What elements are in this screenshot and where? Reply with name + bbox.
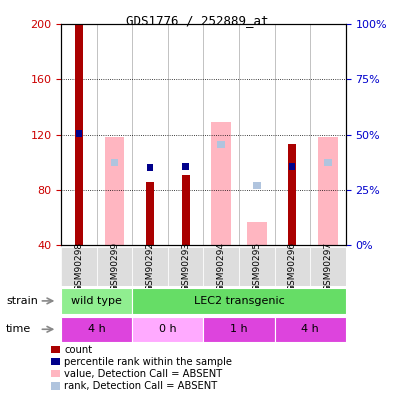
- Text: GSM90292: GSM90292: [146, 242, 154, 291]
- Bar: [318, 137, 338, 245]
- Bar: [288, 144, 296, 245]
- Bar: [132, 317, 203, 342]
- Bar: [168, 247, 203, 286]
- Bar: [182, 175, 190, 245]
- Text: percentile rank within the sample: percentile rank within the sample: [64, 357, 232, 367]
- Bar: [105, 137, 124, 245]
- Bar: [203, 247, 239, 286]
- Bar: [182, 163, 189, 170]
- Bar: [203, 317, 275, 342]
- Text: LEC2 transgenic: LEC2 transgenic: [194, 296, 284, 306]
- Bar: [61, 247, 97, 286]
- Bar: [147, 164, 153, 171]
- Text: GDS1776 / 252889_at: GDS1776 / 252889_at: [126, 14, 269, 27]
- Text: GSM90294: GSM90294: [217, 242, 226, 291]
- Text: 0 h: 0 h: [159, 324, 177, 335]
- Text: GSM90293: GSM90293: [181, 242, 190, 291]
- Bar: [239, 247, 275, 286]
- Text: 4 h: 4 h: [88, 324, 105, 335]
- Text: GSM90297: GSM90297: [324, 242, 332, 291]
- Bar: [76, 130, 82, 137]
- Bar: [217, 141, 225, 148]
- Bar: [61, 317, 132, 342]
- Bar: [132, 247, 168, 286]
- Text: 4 h: 4 h: [301, 324, 319, 335]
- Text: strain: strain: [6, 296, 38, 306]
- Bar: [132, 288, 346, 314]
- Text: count: count: [64, 345, 92, 354]
- Text: rank, Detection Call = ABSENT: rank, Detection Call = ABSENT: [64, 381, 218, 391]
- Bar: [75, 24, 83, 245]
- Text: time: time: [6, 324, 31, 334]
- Bar: [211, 122, 231, 245]
- Bar: [61, 288, 132, 314]
- Text: value, Detection Call = ABSENT: value, Detection Call = ABSENT: [64, 369, 223, 379]
- Bar: [111, 159, 118, 166]
- Bar: [97, 247, 132, 286]
- Text: GSM90296: GSM90296: [288, 242, 297, 291]
- Bar: [146, 181, 154, 245]
- Bar: [275, 247, 310, 286]
- Text: 1 h: 1 h: [230, 324, 248, 335]
- Text: GSM90298: GSM90298: [75, 242, 83, 291]
- Text: GSM90295: GSM90295: [252, 242, 261, 291]
- Text: GSM90299: GSM90299: [110, 242, 119, 291]
- Bar: [253, 182, 261, 189]
- Text: wild type: wild type: [71, 296, 122, 306]
- Bar: [289, 163, 295, 170]
- Bar: [247, 222, 267, 245]
- Bar: [275, 317, 346, 342]
- Bar: [324, 159, 332, 166]
- Bar: [310, 247, 346, 286]
